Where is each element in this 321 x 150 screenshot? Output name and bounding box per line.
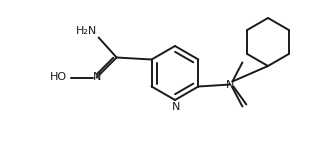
- Text: N: N: [92, 72, 101, 83]
- Text: N: N: [172, 102, 180, 112]
- Text: HO: HO: [49, 72, 67, 83]
- Text: H₂N: H₂N: [76, 26, 98, 36]
- Text: N: N: [226, 80, 235, 90]
